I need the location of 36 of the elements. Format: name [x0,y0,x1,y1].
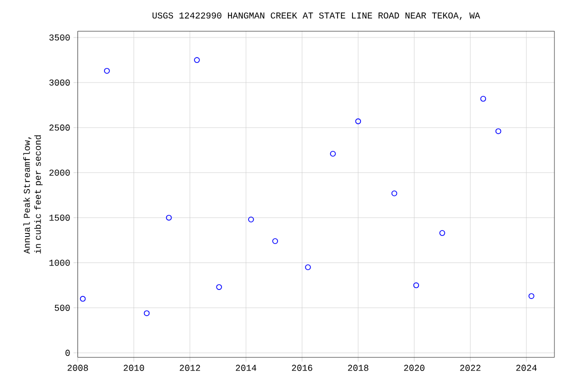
y-axis-title: Annual Peak Streamflow, in cubic feet per second [23,135,43,254]
y-tick-label: 1000 [49,260,70,266]
x-tick-label: 2014 [236,364,256,371]
y-tick-label: 3000 [49,80,70,86]
point [480,96,486,102]
point [528,293,534,299]
x-tick-label: 2022 [460,364,480,371]
point [166,214,172,221]
y-tick-label: 3500 [49,34,70,41]
point [413,282,420,288]
x-tick-label: 2020 [404,364,424,371]
x-tick-label: 2012 [180,364,200,371]
point [495,128,502,134]
chart-title: USGS 12422990 HANGMAN CREEK AT STATE LINE ROAD NEAR TEKOA, WA [152,12,480,20]
point [216,284,222,290]
x-tick-label: 2024 [516,364,537,371]
x-tick-label: 2018 [348,364,368,371]
point [248,216,254,222]
point [439,230,446,236]
point [272,238,278,244]
y-tick-label: 2000 [49,170,70,176]
y-tick-label: 500 [54,304,70,311]
x-tick-label: 2010 [124,364,144,371]
point [194,57,200,63]
y-tick-label: 1500 [49,214,70,221]
point [330,150,336,157]
point [144,310,150,316]
point [80,296,86,302]
point [355,118,362,124]
x-tick-label: 2008 [68,364,88,371]
y-tick-label: 0 [65,350,70,356]
x-tick-label: 2016 [292,364,312,371]
point [305,264,311,270]
point [391,190,398,196]
y-tick-label: 2500 [49,124,70,131]
point [104,68,110,74]
